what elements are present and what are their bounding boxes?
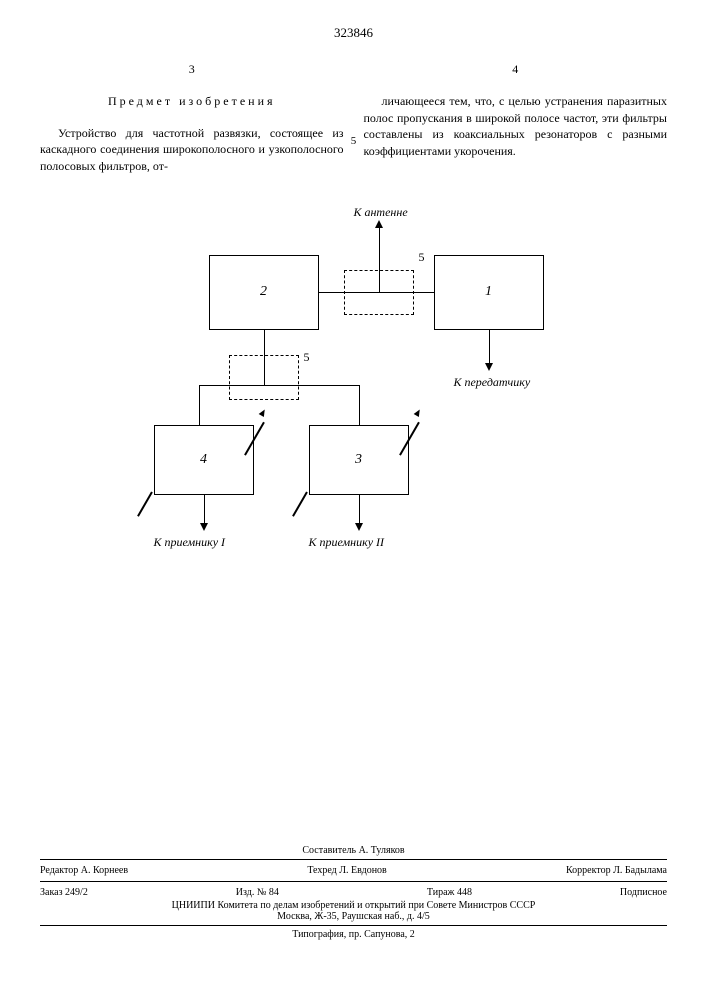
dashed-5-bottom-label: 5 [304,350,310,365]
corrector: Корректор Л. Бадылама [566,865,667,876]
transmitter-arrow [485,363,493,371]
document-number: 323846 [40,25,667,41]
izd: Изд. № 84 [236,887,279,898]
block-2-label: 2 [260,284,267,300]
to-block4-line [199,385,201,425]
block4-slash [137,491,152,516]
invention-subject-title: Предмет изобретения [40,93,344,110]
order-row: Заказ 249/2 Изд. № 84 Тираж 448 Подписно… [40,885,667,900]
col-number-right: 4 [364,61,668,78]
block-diagram: 2 1 5 К антенне К передатчику 5 4 3 [154,215,554,585]
receiver1-line [204,495,206,525]
antenna-label: К антенне [354,205,408,220]
block-1: 1 [434,255,544,330]
transmitter-line [489,330,491,365]
text-columns: 3 Предмет изобретения Устройство для час… [40,61,667,175]
editor: Редактор А. Корнеев [40,865,128,876]
block3-slash [292,491,307,516]
dashed-block-5-bottom [229,355,299,400]
antenna-line [379,225,381,292]
block4-tunable-arrow [244,415,274,445]
block-1-label: 1 [485,284,492,300]
composer-line: Составитель А. Туляков [40,845,667,856]
antenna-arrow [375,220,383,228]
block-4-label: 4 [200,452,207,468]
techred: Техред Л. Евдонов [307,865,386,876]
connector-line [319,292,434,294]
block-3: 3 [309,425,409,495]
footer: Составитель А. Туляков Редактор А. Корне… [40,845,667,940]
right-column: 4 личающееся тем, что, с целью устранени… [364,61,668,175]
branch-line [199,385,359,387]
to-block3-line [359,385,361,425]
editor-row: Редактор А. Корнеев Техред Л. Евдонов Ко… [40,863,667,878]
typography-line: Типография, пр. Сапунова, 2 [40,929,667,940]
dashed-5-top-label: 5 [419,250,425,265]
block-4: 4 [154,425,254,495]
org-line: ЦНИИПИ Комитета по делам изобретений и о… [40,900,667,911]
address-line: Москва, Ж-35, Раушская наб., д. 4/5 [40,911,667,922]
col-number-left: 3 [40,61,344,78]
block-3-label: 3 [355,452,362,468]
tirazh: Тираж 448 [427,887,472,898]
block3-tunable-arrow [399,415,429,445]
order: Заказ 249/2 [40,887,88,898]
line-number: 5 [351,135,357,147]
receiver1-arrow [200,523,208,531]
subscribe: Подписное [620,887,667,898]
left-column: 3 Предмет изобретения Устройство для час… [40,61,344,175]
left-paragraph: Устройство для частотной развязки, состо… [40,125,344,175]
transmitter-label: К передатчику [454,375,531,390]
block-2: 2 [209,255,319,330]
receiver1-label: К приемнику I [154,535,226,550]
receiver2-label: К приемнику II [309,535,385,550]
receiver2-line [359,495,361,525]
right-paragraph: личающееся тем, что, с целью устранения … [364,93,668,160]
receiver2-arrow [355,523,363,531]
